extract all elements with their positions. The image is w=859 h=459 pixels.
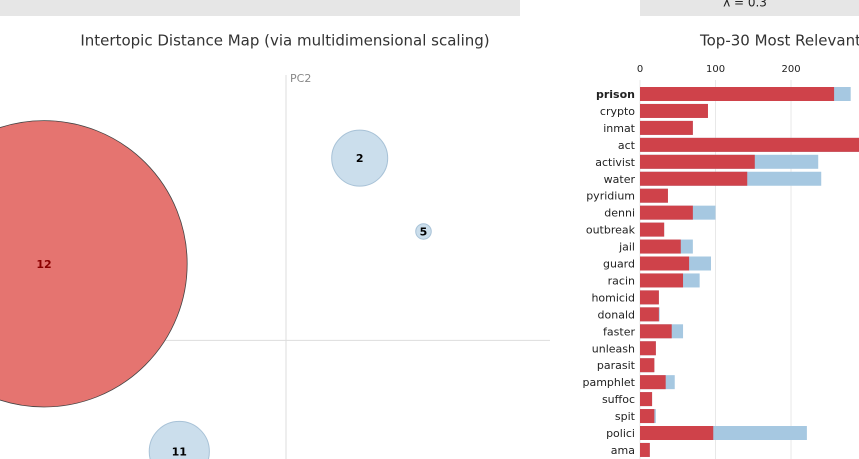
term-label: parasit — [597, 359, 636, 372]
topic-bar — [640, 137, 859, 152]
topic-bar — [640, 256, 690, 271]
topic-bar — [640, 442, 650, 457]
term-label: polici — [606, 427, 635, 440]
topic-label: 11 — [172, 445, 187, 458]
x-tick-label: 200 — [781, 64, 800, 75]
term-label: racin — [608, 274, 635, 287]
topic-bar — [640, 188, 668, 203]
topic-label: 12 — [36, 258, 51, 271]
term-label: jail — [618, 241, 635, 254]
term-label: spit — [615, 410, 636, 423]
topic-bar — [640, 120, 693, 135]
topic-bar — [640, 324, 672, 339]
term-label: unleash — [592, 342, 635, 355]
topic-bar — [640, 341, 656, 356]
term-label: outbreak — [586, 224, 636, 237]
term-label: donald — [598, 308, 635, 321]
topic-circle — [415, 223, 432, 240]
topic-bar — [640, 375, 666, 390]
term-label: activist — [595, 156, 635, 169]
term-label: suffoc — [602, 393, 635, 406]
top-bar — [0, 0, 520, 16]
topic-bar — [640, 103, 708, 118]
topic-bar — [640, 171, 748, 186]
term-label: water — [604, 173, 636, 186]
topic-bar — [640, 205, 693, 220]
topic-bar — [640, 358, 655, 373]
term-label: denni — [604, 207, 635, 220]
lambda-label: λ = 0.3 — [723, 0, 767, 10]
term-label: guard — [603, 258, 635, 271]
topic-bar — [640, 307, 659, 322]
topic-bar — [640, 392, 653, 407]
topic-label: 5 — [420, 225, 428, 238]
term-label: pyridium — [586, 190, 635, 203]
term-label: act — [618, 139, 636, 152]
topic-bar — [640, 87, 835, 101]
topic-circle — [331, 129, 389, 187]
map-title: Intertopic Distance Map (via multidimens… — [80, 32, 489, 50]
term-label: ama — [611, 444, 635, 457]
topic-bar — [640, 409, 655, 424]
topic-bar — [640, 154, 755, 169]
topic-bar — [640, 239, 681, 254]
x-tick-label: 100 — [706, 64, 725, 75]
lambda-box — [640, 0, 859, 16]
topic-bar — [640, 222, 665, 237]
topic-circle — [148, 420, 210, 459]
term-label: pamphlet — [582, 376, 635, 389]
term-label: crypto — [600, 105, 635, 118]
topic-bar — [640, 290, 659, 305]
topic-bar — [640, 273, 684, 288]
x-tick-label: 0 — [637, 64, 643, 75]
pc2-label: PC2 — [290, 72, 311, 85]
bar-title: Top-30 Most Relevant — [699, 32, 859, 50]
topic-circle — [0, 120, 188, 408]
topic-bar — [640, 426, 714, 440]
term-label: homicid — [591, 291, 635, 304]
topic-label: 2 — [356, 152, 364, 165]
term-label: faster — [603, 325, 635, 338]
term-label: inmat — [603, 122, 635, 135]
term-label: prison — [596, 88, 635, 101]
